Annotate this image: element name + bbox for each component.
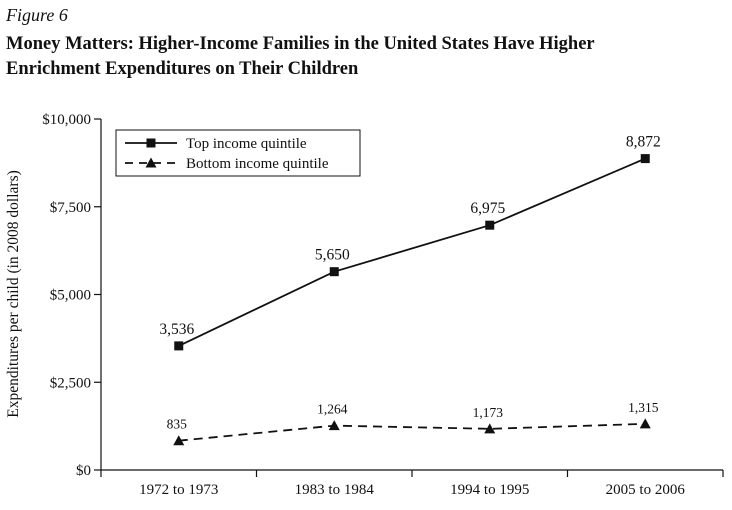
chart-title-line-1: Money Matters: Higher-Income Families in…	[6, 34, 595, 54]
legend-label: Bottom income quintile	[186, 156, 329, 172]
legend-item: Top income quintile	[125, 136, 307, 152]
x-tick-label: 1983 to 1984	[295, 482, 375, 498]
data-point	[174, 341, 184, 351]
y-tick-label: $7,500	[50, 200, 91, 216]
y-tick-label: $2,500	[50, 375, 91, 391]
y-axis-label: Expenditures per child (in 2008 dollars)	[5, 170, 22, 418]
chart-title: Money Matters: Higher-Income Families in…	[6, 32, 726, 82]
data-label: 6,975	[470, 200, 505, 217]
y-tick-label: $0	[76, 463, 91, 479]
data-label: 5,650	[315, 247, 350, 264]
legend-item: Bottom income quintile	[125, 156, 329, 172]
x-tick-label: 1994 to 1995	[450, 482, 529, 498]
data-label: 835	[167, 417, 188, 432]
data-label: 1,315	[628, 400, 659, 415]
data-label: 1,264	[317, 402, 348, 417]
data-point	[639, 418, 651, 429]
data-point	[640, 154, 650, 164]
data-point	[328, 420, 340, 431]
legend-marker	[145, 157, 157, 168]
series-bottom-income: 835 1,264 1,173 1,315	[167, 400, 659, 446]
data-point	[484, 423, 496, 434]
data-label: 8,872	[626, 134, 661, 151]
series-line	[178, 422, 646, 442]
y-tick-label: $5,000	[50, 288, 91, 304]
legend-marker	[146, 138, 156, 148]
series-layer: 3,536 5,650 6,975 8,872 835 1,264 1,173 1,315	[159, 134, 661, 446]
legend: Top income quintile Bottom income quintil…	[115, 129, 361, 177]
data-point	[173, 435, 185, 446]
x-tick-label: 2005 to 2006	[606, 482, 686, 498]
axes: $0 $2,500 $5,000 $7,500 $10,000 1972 to 1973 1…	[42, 112, 724, 498]
series-top-income: 3,536 5,650 6,975 8,872	[159, 134, 661, 351]
legend-label: Top income quintile	[186, 136, 307, 152]
legend-box	[115, 129, 361, 177]
data-point	[329, 267, 339, 277]
y-tick-label: $10,000	[42, 112, 91, 128]
data-label: 1,173	[473, 405, 504, 420]
figure-label: Figure 6	[6, 5, 68, 25]
x-tick-label: 1972 to 1973	[139, 482, 218, 498]
data-point	[485, 220, 495, 230]
data-label: 3,536	[159, 321, 194, 338]
series-line	[178, 157, 646, 347]
chart-title-line-2: Enrichment Expenditures on Their Childre…	[6, 59, 359, 79]
